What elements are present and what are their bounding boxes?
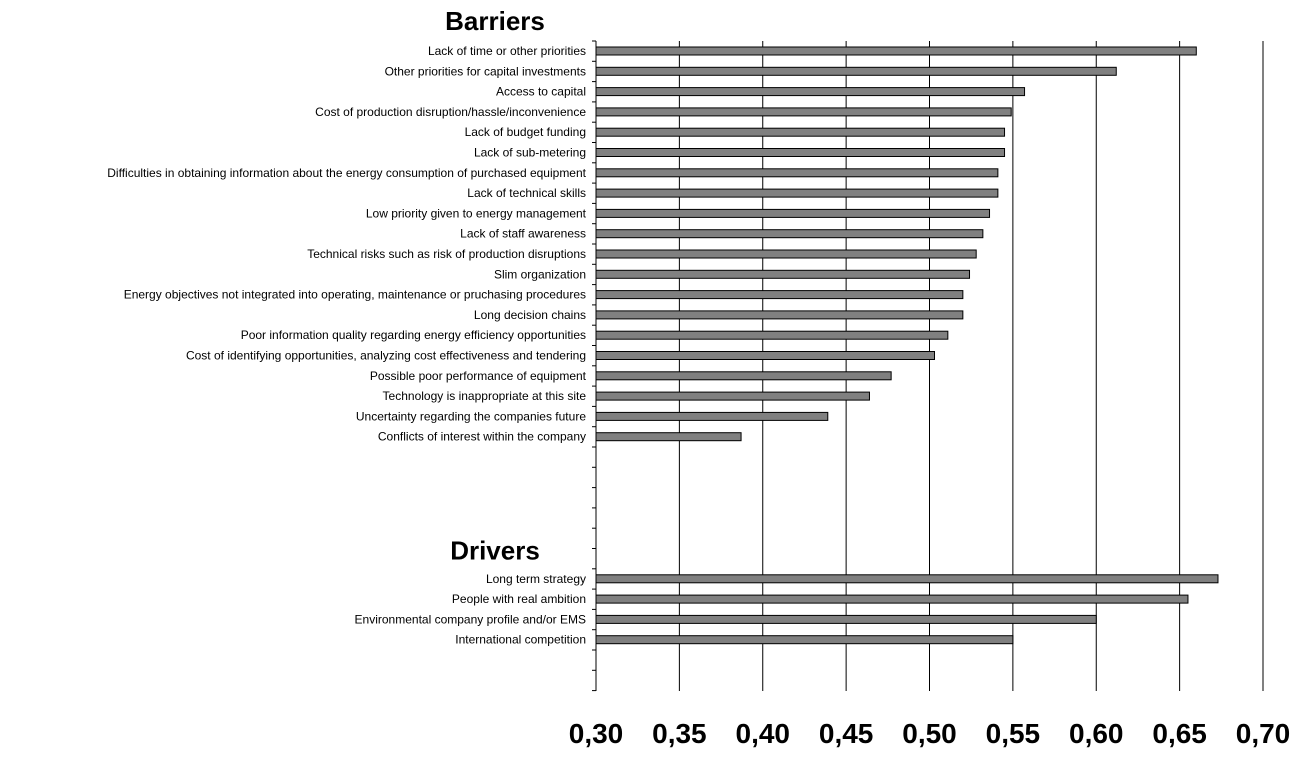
x-tick-label: 0,30 — [569, 718, 624, 749]
bars — [595, 46, 1219, 645]
bar — [595, 432, 742, 442]
x-tick-label: 0,50 — [902, 718, 957, 749]
category-label: Cost of production disruption/hassle/inc… — [315, 105, 586, 119]
category-label: Other priorities for capital investments — [385, 64, 586, 78]
category-label: Lack of sub-metering — [474, 146, 586, 160]
bar — [595, 127, 1006, 137]
category-label: Energy objectives not integrated into op… — [124, 288, 586, 302]
bar — [595, 594, 1189, 604]
bar — [595, 330, 949, 340]
bar — [595, 371, 892, 381]
category-label: Technical risks such as risk of producti… — [307, 247, 586, 261]
group-title: Barriers — [445, 6, 545, 36]
bar — [595, 249, 977, 259]
category-label: Difficulties in obtaining information ab… — [107, 166, 586, 180]
bar — [595, 310, 964, 320]
x-tick-label: 0,35 — [652, 718, 707, 749]
x-tick-label: 0,65 — [1152, 718, 1207, 749]
bar — [595, 614, 1097, 624]
category-label: People with real ambition — [452, 592, 586, 606]
bar — [595, 107, 1012, 117]
category-label: Poor information quality regarding energ… — [241, 328, 586, 342]
category-label: Uncertainty regarding the companies futu… — [356, 409, 586, 423]
category-label: Lack of budget funding — [465, 125, 586, 139]
bar — [595, 188, 999, 198]
category-label: Long decision chains — [474, 308, 586, 322]
bar — [595, 229, 984, 239]
category-label: Cost of identifying opportunities, analy… — [186, 349, 586, 363]
x-tick-labels: 0,30 0,35 0,40 0,45 0,50 0,55 0,60 0,65 0,70 — [569, 718, 1291, 749]
bar — [595, 391, 870, 401]
bar — [595, 208, 991, 218]
bar — [595, 269, 971, 279]
bar — [595, 351, 936, 360]
x-tick-label: 0,40 — [736, 718, 791, 749]
x-tick-label: 0,70 — [1236, 718, 1291, 749]
x-tick-label: 0,55 — [986, 718, 1041, 749]
category-label: Possible poor performance of equipment — [370, 369, 587, 383]
x-tick-label: 0,60 — [1069, 718, 1124, 749]
category-label: Slim organization — [494, 267, 586, 281]
group-title: Drivers — [450, 536, 540, 566]
gridlines — [678, 41, 1264, 691]
category-label: Lack of time or other priorities — [428, 44, 586, 58]
bar — [595, 411, 829, 421]
category-label: Access to capital — [496, 85, 586, 99]
category-label: Low priority given to energy management — [366, 206, 587, 220]
bar — [595, 168, 999, 178]
category-label: International competition — [455, 633, 586, 647]
bar — [595, 46, 1197, 56]
bar — [595, 290, 964, 300]
bar — [595, 635, 1014, 645]
category-label: Lack of staff awareness — [460, 227, 586, 241]
category-label: Conflicts of interest within the company — [378, 430, 586, 444]
y-axis — [592, 40, 597, 692]
group-titles: Barriers Drivers — [445, 6, 545, 566]
category-label: Technology is inappropriate at this site — [383, 389, 587, 403]
category-labels: Lack of time or other priorities Other pr… — [107, 44, 586, 647]
category-label: Lack of technical skills — [467, 186, 586, 200]
category-label: Long term strategy — [486, 572, 586, 586]
bar — [595, 87, 1026, 97]
bar — [595, 66, 1117, 76]
category-label: Environmental company profile and/or EMS — [355, 612, 586, 626]
bar — [595, 148, 1006, 157]
bar — [595, 574, 1219, 584]
x-tick-label: 0,45 — [819, 718, 874, 749]
